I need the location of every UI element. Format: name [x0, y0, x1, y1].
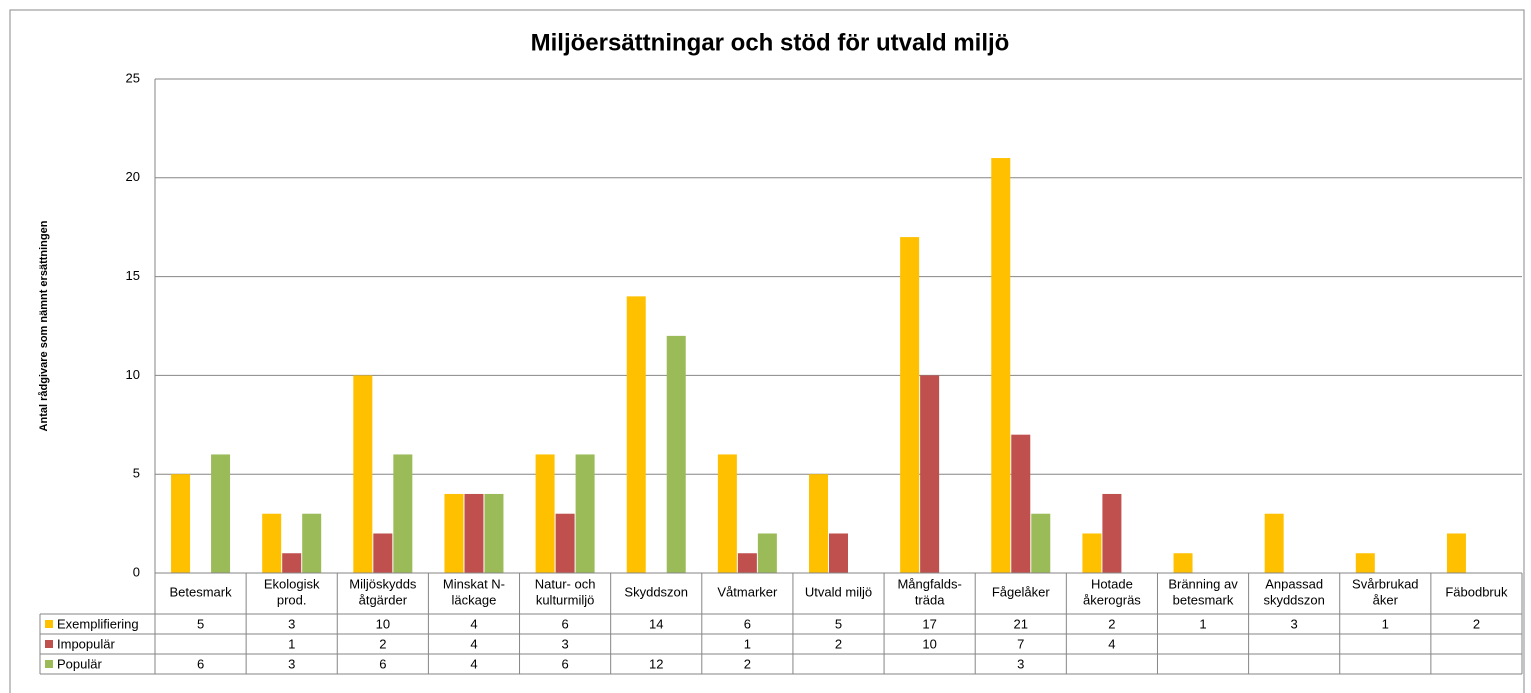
bar — [1102, 493, 1122, 573]
table-value: 21 — [1014, 616, 1028, 631]
table-value: 4 — [470, 616, 477, 631]
table-value: 7 — [1017, 636, 1024, 651]
table-value: 3 — [1291, 616, 1298, 631]
table-value: 3 — [288, 616, 295, 631]
x-tick-label: Mångfalds-träda — [897, 577, 961, 608]
bar — [1082, 533, 1102, 573]
x-tick-label: Våtmarker — [717, 585, 778, 600]
bar — [809, 474, 828, 573]
bar — [211, 454, 231, 573]
table-value: 6 — [561, 616, 568, 631]
y-tick-label: 25 — [126, 70, 140, 85]
x-tick-label: Anpassad skyddszon — [1263, 577, 1324, 608]
table-value: 6 — [744, 616, 751, 631]
table-value: 1 — [1382, 616, 1389, 631]
bar — [1264, 513, 1284, 573]
table-value: 4 — [470, 636, 477, 651]
bar — [1446, 533, 1466, 573]
legend-label: Exemplifiering — [57, 616, 139, 631]
bar — [1031, 513, 1051, 573]
bar — [171, 474, 191, 573]
table-value: 3 — [561, 636, 568, 651]
table-value: 14 — [649, 616, 663, 631]
table-value: 10 — [376, 616, 390, 631]
table-value: 2 — [379, 636, 386, 651]
legend-label: Populär — [57, 656, 102, 671]
bar — [302, 513, 322, 573]
bar — [262, 513, 282, 573]
x-tick-label: Miljöskydds åtgärder — [349, 577, 417, 608]
x-tick-label: Utvald miljö — [805, 585, 872, 600]
x-tick-label: Fäbodbruk — [1445, 585, 1508, 600]
bar — [1355, 553, 1375, 573]
bar — [717, 454, 737, 573]
table-value: 17 — [922, 616, 936, 631]
x-tick-label: Svårbrukad åker — [1352, 577, 1418, 608]
bar — [1173, 553, 1193, 573]
bar — [900, 237, 920, 573]
x-tick-label: Hotade åkerogräs — [1083, 577, 1141, 608]
table-value: 6 — [197, 656, 204, 671]
y-tick-label: 10 — [126, 367, 140, 382]
bar — [626, 296, 646, 573]
table-value: 1 — [288, 636, 295, 651]
y-tick-label: 5 — [133, 466, 140, 481]
legend-key — [45, 640, 53, 648]
bar — [484, 493, 504, 573]
bar — [555, 513, 575, 573]
y-axis-label: Antal rådgivare som nämnt ersättningen — [38, 220, 50, 431]
bar — [666, 335, 686, 573]
legend-label: Impopulär — [57, 636, 115, 651]
x-tick-label: Ekologisk prod. — [264, 577, 320, 608]
bar — [829, 533, 848, 573]
table-value: 2 — [744, 656, 751, 671]
table-value: 2 — [1108, 616, 1115, 631]
y-tick-label: 20 — [126, 169, 140, 184]
table-value: 3 — [1017, 656, 1024, 671]
chart-title: Miljöersättningar och stöd för utvald mi… — [531, 29, 1010, 56]
bar — [393, 454, 413, 573]
chart-frame — [9, 9, 1525, 693]
x-tick-label: Natur- och kulturmiljö — [535, 577, 596, 608]
x-tick-label: Fågelåker — [992, 585, 1050, 600]
bar — [535, 454, 555, 573]
bar — [575, 454, 595, 573]
bar — [353, 375, 373, 573]
bar — [464, 493, 484, 573]
bar — [920, 375, 940, 573]
table-value: 10 — [922, 636, 936, 651]
table-value: 4 — [1108, 636, 1115, 651]
table-value: 1 — [1199, 616, 1206, 631]
x-tick-label: Skyddszon — [624, 585, 688, 600]
bar — [737, 553, 757, 573]
y-tick-label: 15 — [126, 268, 140, 283]
table-value: 5 — [835, 616, 842, 631]
table-value: 5 — [197, 616, 204, 631]
table-value: 2 — [1473, 616, 1480, 631]
x-tick-label: Betesmark — [169, 585, 232, 600]
y-tick-label: 0 — [133, 564, 140, 579]
bar — [991, 158, 1011, 574]
legend-key — [45, 660, 53, 668]
x-tick-label: Minskat N-läckage — [443, 577, 505, 608]
bar — [444, 493, 464, 573]
bar — [282, 553, 302, 573]
legend-key — [45, 620, 53, 628]
table-value: 12 — [649, 656, 663, 671]
table-value: 1 — [744, 636, 751, 651]
bar — [1011, 434, 1031, 573]
table-value: 4 — [470, 656, 477, 671]
table-value: 6 — [379, 656, 386, 671]
table-value: 2 — [835, 636, 842, 651]
x-tick-label: Bränning av betesmark — [1168, 577, 1238, 608]
table-value: 3 — [288, 656, 295, 671]
table-value: 6 — [561, 656, 568, 671]
bar — [373, 533, 393, 573]
bar — [757, 533, 777, 573]
